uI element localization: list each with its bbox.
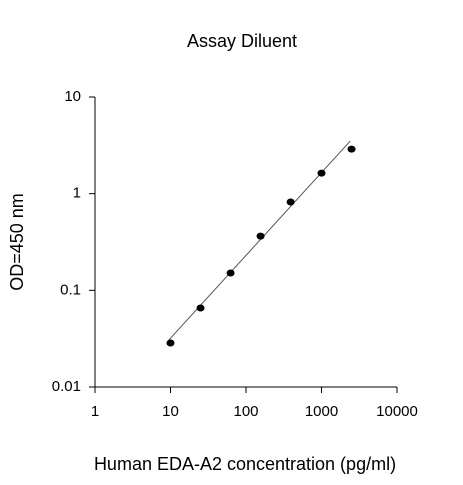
y-tick-label: 0.1 <box>60 281 81 298</box>
x-tick-label: 10000 <box>376 403 418 420</box>
data-point <box>256 232 265 240</box>
y-axis-label: OD=450 nm <box>7 193 27 291</box>
data-point <box>196 304 205 312</box>
y-tick-label: 1 <box>73 185 81 202</box>
y-tick-label: 10 <box>64 88 81 105</box>
chart-title: Assay Diluent <box>187 31 297 51</box>
x-tick-label: 100 <box>233 403 258 420</box>
x-tick-label: 1 <box>91 403 99 420</box>
y-tick-label: 0.01 <box>52 378 81 395</box>
data-point <box>317 169 326 177</box>
x-tick-label: 1000 <box>305 403 338 420</box>
data-point <box>347 145 356 153</box>
x-tick-label: 10 <box>162 403 179 420</box>
x-axis-label: Human EDA-A2 concentration (pg/ml) <box>94 454 396 474</box>
data-point <box>166 339 175 347</box>
data-point <box>226 269 235 277</box>
data-point <box>286 198 295 206</box>
